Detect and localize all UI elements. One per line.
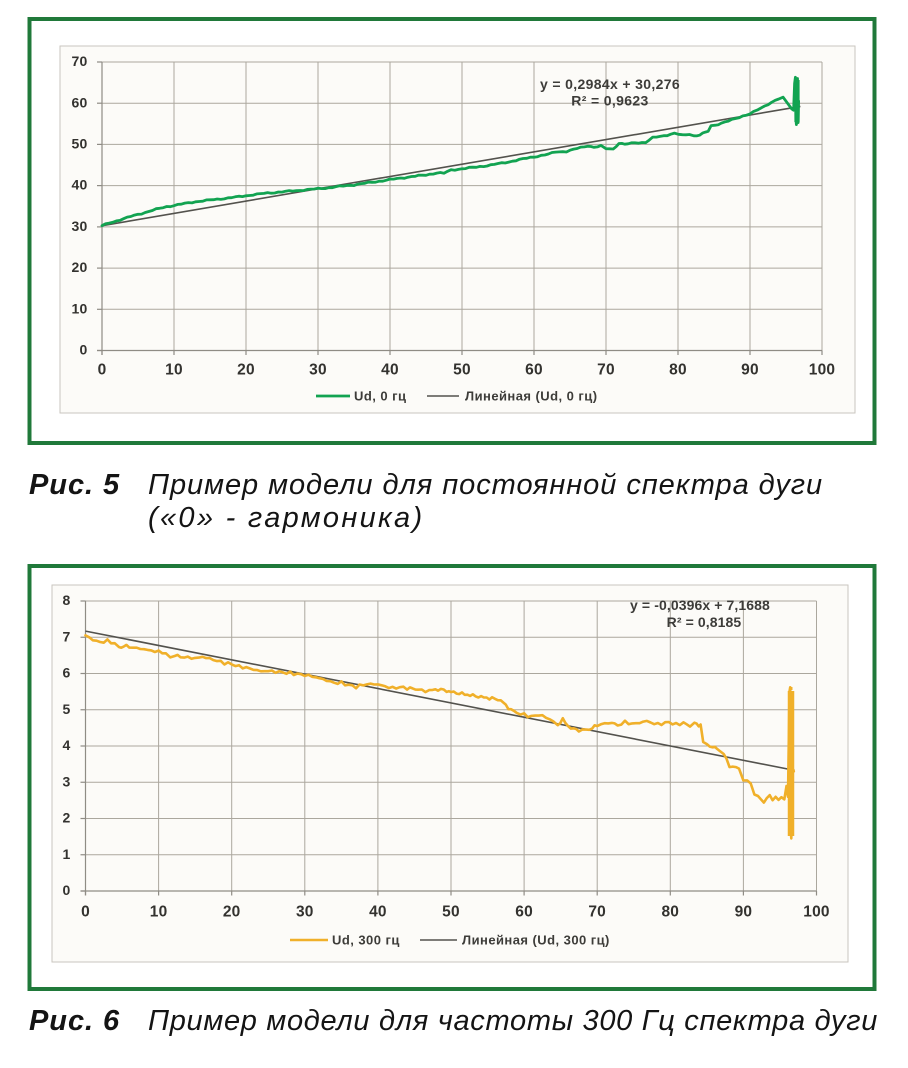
svg-text:40: 40 <box>369 904 387 921</box>
svg-text:20: 20 <box>72 259 88 275</box>
svg-text:0: 0 <box>81 904 90 921</box>
svg-text:0: 0 <box>98 362 107 379</box>
svg-text:70: 70 <box>597 362 615 379</box>
svg-text:80: 80 <box>661 904 679 921</box>
svg-text:10: 10 <box>150 904 168 921</box>
svg-text:40: 40 <box>381 362 399 379</box>
svg-text:90: 90 <box>735 904 753 921</box>
svg-text:6: 6 <box>63 665 71 681</box>
svg-text:7: 7 <box>63 628 71 644</box>
svg-text:3: 3 <box>63 773 71 789</box>
svg-text:30: 30 <box>309 362 327 379</box>
svg-text:y = -0,0396x + 7,1688: y = -0,0396x + 7,1688 <box>630 597 770 613</box>
svg-text:100: 100 <box>809 362 835 379</box>
svg-text:70: 70 <box>588 904 606 921</box>
svg-text:0: 0 <box>80 342 88 358</box>
svg-text:20: 20 <box>223 904 241 921</box>
svg-text:60: 60 <box>72 94 88 110</box>
svg-text:8: 8 <box>63 592 71 608</box>
svg-text:5: 5 <box>63 701 71 717</box>
svg-text:y = 0,2984x + 30,276: y = 0,2984x + 30,276 <box>540 76 680 92</box>
svg-text:4: 4 <box>63 737 71 753</box>
svg-text:20: 20 <box>237 362 255 379</box>
svg-text:10: 10 <box>165 362 183 379</box>
svg-text:100: 100 <box>803 904 829 921</box>
svg-text:1: 1 <box>63 846 71 862</box>
svg-text:50: 50 <box>453 362 471 379</box>
svg-text:70: 70 <box>72 53 88 69</box>
svg-text:40: 40 <box>72 177 88 193</box>
svg-text:Ud, 300 гц: Ud, 300 гц <box>332 933 400 948</box>
svg-text:2: 2 <box>63 810 71 826</box>
svg-text:R² = 0,9623: R² = 0,9623 <box>571 93 648 109</box>
svg-text:50: 50 <box>442 904 460 921</box>
svg-text:0: 0 <box>63 882 71 898</box>
svg-text:Линейная (Ud, 0 гц): Линейная (Ud, 0 гц) <box>465 389 597 404</box>
svg-text:60: 60 <box>525 362 543 379</box>
svg-text:Ud, 0 гц: Ud, 0 гц <box>354 389 406 404</box>
svg-text:50: 50 <box>72 136 88 152</box>
svg-text:10: 10 <box>72 300 88 316</box>
svg-text:Линейная (Ud, 300 гц): Линейная (Ud, 300 гц) <box>462 933 610 948</box>
svg-text:90: 90 <box>741 362 759 379</box>
svg-text:30: 30 <box>296 904 314 921</box>
svg-text:60: 60 <box>515 904 533 921</box>
svg-text:R² = 0,8185: R² = 0,8185 <box>667 614 742 630</box>
svg-text:80: 80 <box>669 362 687 379</box>
svg-text:30: 30 <box>72 218 88 234</box>
